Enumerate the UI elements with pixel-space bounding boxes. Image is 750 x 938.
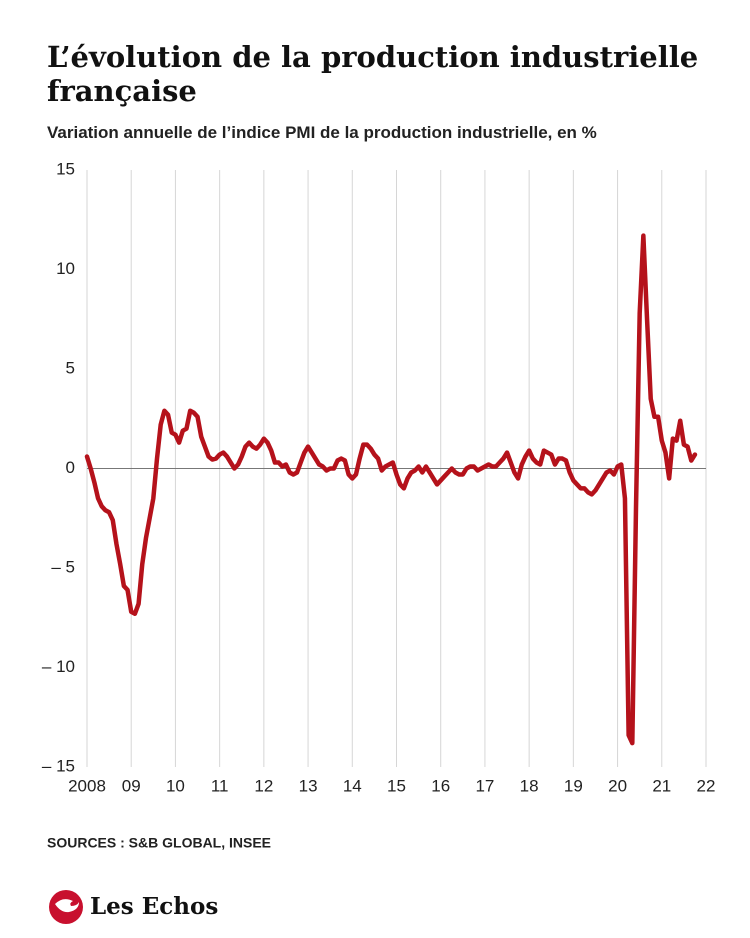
y-tick-label: – 5 — [51, 557, 75, 576]
y-tick-label: 10 — [56, 259, 75, 278]
x-tick-label: 17 — [475, 776, 494, 795]
x-tick-label: 16 — [431, 776, 450, 795]
data-line — [84, 233, 698, 746]
chart-title: L’évolution de la production industriell… — [47, 40, 699, 108]
x-tick-label: 2008 — [68, 776, 106, 795]
x-tick-label: 21 — [652, 776, 671, 795]
y-tick-label: – 15 — [42, 756, 75, 775]
source: SOURCES : S&B GLOBAL, INSEE — [47, 835, 271, 851]
y-tick-label: 0 — [66, 458, 75, 477]
y-tick-label: 15 — [56, 159, 75, 178]
x-tick-label: 15 — [387, 776, 406, 795]
chart-subtitle: Variation annuelle de l’indice PMI de la… — [47, 123, 597, 142]
y-tick-label: – 10 — [42, 657, 75, 676]
x-tick-label: 14 — [343, 776, 362, 795]
x-tick-label: 10 — [166, 776, 185, 795]
brand: Les Echos — [90, 893, 218, 920]
x-tick-label: 22 — [697, 776, 716, 795]
x-tick-label: 18 — [520, 776, 539, 795]
x-tick-label: 09 — [122, 776, 141, 795]
y-tick-label: 5 — [66, 358, 75, 377]
x-tick-label: 13 — [299, 776, 318, 795]
logo-bird — [55, 899, 79, 913]
x-tick-label: 12 — [254, 776, 273, 795]
x-tick-label: 11 — [211, 776, 229, 795]
x-tick-label: 20 — [608, 776, 627, 795]
x-tick-label: 19 — [564, 776, 583, 795]
